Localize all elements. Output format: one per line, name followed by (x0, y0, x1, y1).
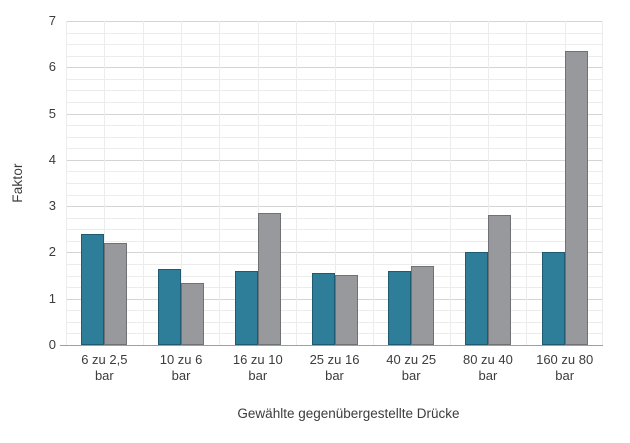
teal-series-bar (311, 273, 335, 345)
minor-gridline (449, 21, 451, 345)
minor-gridline (104, 21, 106, 345)
y-tick-label: 7 (48, 13, 56, 28)
x-axis-line (60, 345, 603, 346)
minor-gridline (411, 21, 413, 345)
x-tick-line2: bar (401, 368, 421, 383)
teal-series-bar (234, 270, 258, 345)
y-tick-label: 3 (48, 198, 56, 214)
y-tick-label: 4 (48, 151, 56, 167)
teal-series-bar (81, 233, 105, 345)
x-tick-line2: bar (171, 368, 191, 383)
x-tick-label: 160 zu 80 bar (536, 352, 593, 384)
x-tick-label: 25 zu 16 bar (310, 352, 360, 384)
x-tick-line1: 160 zu 80 (536, 352, 594, 367)
x-tick-line1: 80 zu 40 (462, 352, 513, 367)
minor-gridline (257, 21, 259, 345)
minor-gridline (142, 21, 144, 345)
x-tick-line1: 16 zu 10 (232, 352, 283, 367)
x-tick-label: 10 zu 6 bar (160, 352, 203, 384)
gray-series-bar (334, 274, 358, 345)
teal-series-bar (541, 252, 565, 345)
x-tick-line2: bar (248, 368, 268, 383)
y-tick-label: 6 (48, 59, 56, 75)
y-tick-label: 5 (48, 105, 56, 121)
gray-series-bar (564, 51, 588, 345)
x-tick-line2: bar (325, 368, 344, 383)
minor-gridline (219, 21, 221, 345)
minor-gridline (181, 21, 183, 345)
minor-gridline (296, 21, 298, 345)
x-tick-label: 40 zu 25 bar (386, 352, 436, 384)
teal-series-bar (464, 252, 488, 345)
x-tick-line1: 40 zu 25 (386, 352, 437, 367)
y-tick-label: 2 (48, 244, 56, 260)
x-tick-label: 80 zu 40 bar (463, 352, 513, 384)
x-axis-title: Gewählte gegenübergestellte Drücke (237, 406, 460, 421)
gray-series-bar (104, 243, 128, 345)
x-tick-line2: bar (478, 368, 498, 383)
x-tick-label: 16 zu 10 bar (233, 352, 283, 384)
plot-area (66, 21, 603, 345)
gray-series-bar (411, 266, 435, 345)
x-tick-line1: 10 zu 6 (159, 352, 203, 367)
teal-series-bar (158, 268, 182, 345)
minor-gridline (334, 21, 336, 345)
teal-series-bar (388, 270, 412, 345)
y-tick-label: 1 (48, 290, 56, 306)
y-axis-title: Faktor (10, 163, 25, 203)
y-tick-label: 0 (48, 337, 56, 352)
gray-series-bar (487, 215, 511, 345)
x-tick-line2: bar (555, 368, 575, 383)
minor-gridline (602, 21, 603, 345)
x-tick-line2: bar (94, 368, 114, 383)
minor-gridline (487, 21, 489, 345)
x-tick-label: 6 zu 2,5 bar (81, 352, 127, 384)
gray-series-bar (257, 213, 281, 345)
minor-gridline (372, 21, 374, 345)
gray-series-bar (181, 283, 205, 345)
minor-gridline (66, 21, 67, 345)
minor-gridline (526, 21, 528, 345)
x-tick-line1: 25 zu 16 (309, 352, 360, 367)
x-tick-line1: 6 zu 2,5 (81, 352, 128, 367)
